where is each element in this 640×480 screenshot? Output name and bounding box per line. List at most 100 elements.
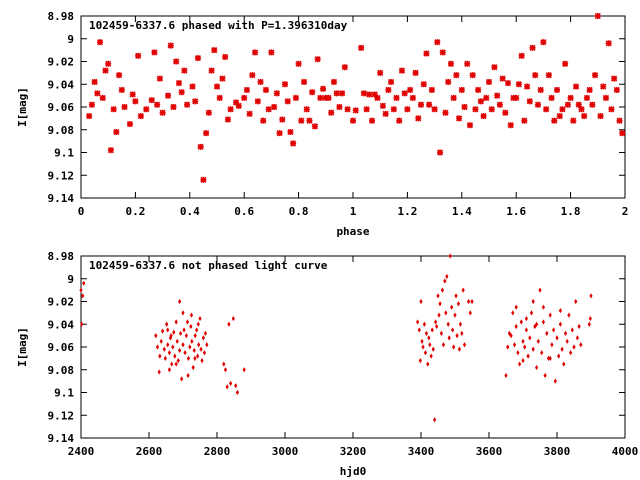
- data-point: [164, 92, 172, 99]
- data-point: [538, 287, 542, 293]
- x-tick-label: 0: [78, 205, 85, 218]
- data-point: [523, 344, 527, 350]
- data-point: [421, 344, 425, 350]
- data-point: [222, 53, 229, 61]
- data-point: [507, 122, 514, 129]
- data-point: [162, 346, 166, 352]
- data-point: [224, 116, 231, 123]
- data-point: [461, 103, 468, 111]
- data-point: [401, 90, 408, 97]
- data-point: [371, 91, 378, 98]
- data-point: [298, 117, 305, 124]
- data-point: [227, 321, 231, 327]
- data-point: [605, 40, 612, 47]
- data-point: [374, 94, 381, 101]
- data-point: [540, 350, 544, 356]
- data-point: [431, 106, 438, 113]
- data-points: [79, 253, 593, 423]
- data-point: [330, 78, 338, 86]
- data-point: [462, 342, 467, 348]
- data-point: [461, 287, 465, 293]
- x-axis-label: phase: [336, 225, 369, 238]
- data-point: [186, 372, 190, 379]
- y-tick-label: 9.08: [48, 364, 75, 377]
- data-point: [553, 86, 561, 94]
- data-point: [189, 83, 196, 90]
- data-point: [182, 327, 186, 333]
- data-point: [166, 327, 170, 333]
- x-axis-label: hjd0: [340, 465, 367, 478]
- data-point: [159, 109, 166, 116]
- data-point: [199, 346, 203, 352]
- data-point: [290, 140, 297, 147]
- data-point: [241, 94, 248, 101]
- data-point: [222, 361, 226, 367]
- data-point: [311, 123, 318, 130]
- x-tick-label: 1.8: [561, 205, 581, 218]
- data-point: [434, 39, 441, 46]
- data-point: [163, 355, 167, 361]
- data-point: [197, 342, 201, 348]
- data-point: [526, 353, 530, 359]
- data-point: [513, 94, 520, 101]
- data-point: [477, 98, 484, 105]
- data-point: [511, 310, 515, 316]
- data-point: [602, 94, 610, 101]
- x-tick-label: 3400: [408, 445, 435, 458]
- data-point: [537, 86, 544, 94]
- data-point: [437, 312, 441, 318]
- data-point: [118, 86, 125, 94]
- data-point: [521, 117, 528, 124]
- data-point: [531, 298, 535, 305]
- data-point: [451, 327, 455, 333]
- data-point: [558, 308, 562, 314]
- data-point: [192, 347, 196, 354]
- data-point: [349, 117, 357, 124]
- data-point: [165, 321, 169, 327]
- data-point: [619, 130, 626, 137]
- data-point: [336, 103, 343, 111]
- data-point: [480, 113, 487, 120]
- y-tick-label: 9: [67, 273, 74, 286]
- data-point: [559, 106, 566, 113]
- data-point: [300, 78, 308, 86]
- data-point: [536, 338, 540, 344]
- data-point: [445, 273, 449, 280]
- data-point: [135, 52, 142, 59]
- data-point: [189, 323, 193, 330]
- data-point: [232, 99, 240, 106]
- data-point: [472, 106, 479, 113]
- y-tick-label: 9.08: [48, 124, 75, 137]
- data-point: [439, 49, 446, 56]
- data-point: [341, 64, 348, 71]
- data-point: [423, 50, 430, 57]
- data-point: [533, 323, 537, 330]
- data-point: [468, 310, 472, 316]
- data-point: [589, 101, 596, 108]
- data-point: [176, 358, 180, 364]
- data-point: [216, 94, 223, 101]
- data-point: [434, 319, 438, 325]
- data-point: [502, 109, 509, 116]
- data-point: [456, 301, 460, 307]
- data-point: [556, 113, 563, 120]
- data-point: [608, 106, 615, 113]
- data-point: [81, 293, 85, 299]
- data-point: [181, 67, 188, 74]
- data-point: [439, 330, 443, 336]
- data-point: [166, 342, 170, 348]
- data-point: [526, 98, 533, 105]
- data-point: [193, 333, 197, 339]
- data-point: [249, 72, 256, 79]
- x-tick-label: 1.2: [397, 205, 417, 218]
- data-point: [193, 355, 197, 361]
- data-point: [594, 12, 601, 20]
- data-point: [428, 342, 432, 348]
- data-point: [80, 321, 84, 327]
- data-point: [519, 319, 523, 325]
- data-point: [121, 103, 128, 111]
- data-point: [514, 323, 518, 330]
- data-point: [611, 75, 618, 82]
- data-point: [447, 335, 451, 341]
- x-tick-label: 1.4: [452, 205, 472, 218]
